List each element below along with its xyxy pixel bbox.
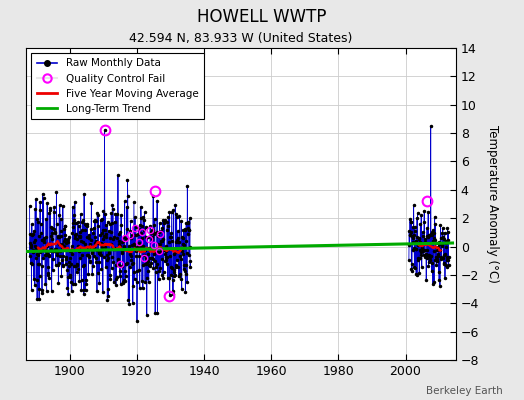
Legend: Raw Monthly Data, Quality Control Fail, Five Year Moving Average, Long-Term Tren: Raw Monthly Data, Quality Control Fail, … <box>31 53 204 119</box>
Text: Berkeley Earth: Berkeley Earth <box>427 386 503 396</box>
Text: HOWELL WWTP: HOWELL WWTP <box>197 8 327 26</box>
Title: 42.594 N, 83.933 W (United States): 42.594 N, 83.933 W (United States) <box>129 32 353 46</box>
Y-axis label: Temperature Anomaly (°C): Temperature Anomaly (°C) <box>486 125 499 283</box>
